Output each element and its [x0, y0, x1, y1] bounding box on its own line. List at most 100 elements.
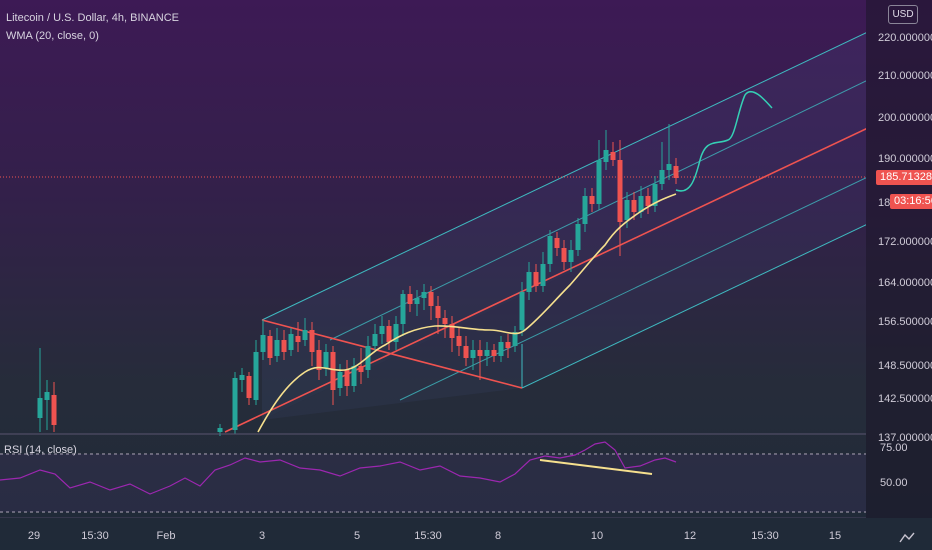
channel-upper-line[interactable] — [261, 30, 866, 321]
channel-lower-line[interactable] — [521, 222, 866, 389]
price-label: 148.500000 — [878, 360, 932, 372]
candle-bearish — [561, 248, 567, 262]
candle-bullish — [512, 332, 518, 346]
candle-bullish — [652, 184, 658, 206]
price-label: 200.000000 — [878, 112, 932, 124]
currency-button[interactable]: USD — [888, 5, 918, 24]
candle-bullish — [400, 294, 406, 324]
candle-bullish — [470, 350, 476, 358]
price-label: 137.000000 — [878, 432, 932, 444]
price-label: 164.000000 — [878, 277, 932, 289]
rsi-line — [0, 441, 677, 495]
candle-bullish — [232, 378, 238, 430]
candle-bullish — [666, 164, 672, 170]
candle-bullish — [44, 392, 50, 400]
price-label: 190.000000 — [878, 153, 932, 165]
candle-bearish — [386, 326, 392, 342]
candle-bullish — [323, 352, 329, 368]
time-label: Feb — [157, 530, 176, 542]
rsi-band-fill — [0, 454, 866, 512]
settings-icon[interactable] — [897, 530, 917, 546]
candle-bullish — [603, 150, 609, 162]
price-partial-label: 18 — [878, 197, 890, 209]
channel-lower-inner-line[interactable] — [399, 175, 866, 401]
rsi-level-75: 75.00 — [880, 442, 908, 454]
candle-bullish — [372, 334, 378, 346]
time-label: 15:30 — [81, 530, 109, 542]
candle-bullish — [260, 335, 266, 352]
candle-bearish — [435, 306, 441, 318]
candle-bearish — [428, 292, 434, 306]
time-label: 3 — [259, 530, 265, 542]
candle-bearish — [442, 318, 448, 324]
time-label: 15 — [829, 530, 841, 542]
candle-bearish — [645, 196, 651, 206]
candle-bullish — [239, 375, 245, 380]
candle-bullish — [302, 330, 308, 340]
symbol-legend[interactable]: Litecoin / U.S. Dollar, 4h, BINANCE — [6, 12, 180, 24]
price-chart[interactable] — [0, 0, 866, 518]
candle-bullish — [547, 236, 553, 264]
candle-bullish — [365, 346, 371, 370]
time-axis[interactable]: 29 15:30 Feb 3 5 15:30 8 10 12 15:30 15 — [0, 518, 932, 550]
projection-curve[interactable] — [675, 90, 773, 192]
candle-bearish — [407, 294, 413, 304]
time-label: 12 — [684, 530, 696, 542]
price-label: 156.500000 — [878, 316, 932, 328]
candle-bearish — [554, 238, 560, 248]
candle-bearish — [246, 376, 252, 398]
candle-bearish — [456, 336, 462, 346]
candle-bullish — [351, 366, 357, 386]
candles — [37, 124, 679, 436]
candle-bearish — [51, 395, 57, 425]
candle-bearish — [477, 350, 483, 356]
candle-bearish — [463, 346, 469, 358]
candle-bullish — [498, 342, 504, 356]
candle-bearish — [281, 340, 287, 352]
rsi-legend[interactable]: RSI (14, close) — [4, 444, 77, 456]
candle-bearish — [267, 336, 273, 358]
price-scale-labels: 220.000000 210.000000 200.000000 190.000000… — [878, 32, 932, 489]
candle-bearish — [589, 196, 595, 204]
countdown-tag: 03:16:56 — [890, 194, 932, 209]
candle-bullish — [253, 352, 259, 400]
price-label: 172.000000 — [878, 236, 932, 248]
time-label: 5 — [354, 530, 360, 542]
candle-bearish — [295, 336, 301, 342]
candle-bearish — [505, 342, 511, 348]
candle-bearish — [316, 350, 322, 370]
candle-bullish — [37, 398, 43, 418]
price-label: 210.000000 — [878, 70, 932, 82]
candle-bullish — [568, 250, 574, 262]
candle-bullish — [624, 200, 630, 220]
candle-bullish — [519, 292, 525, 330]
candle-bearish — [330, 352, 336, 390]
indicator-legend[interactable]: WMA (20, close, 0) — [6, 30, 99, 42]
rsi-level-50: 50.00 — [880, 477, 908, 489]
candle-bullish — [393, 324, 399, 342]
candle-bullish — [575, 224, 581, 250]
time-label: 15:30 — [414, 530, 442, 542]
price-label: 220.000000 — [878, 32, 932, 44]
candle-bullish — [638, 196, 644, 212]
candle-bullish — [582, 196, 588, 224]
price-label: 142.500000 — [878, 393, 932, 405]
candle-bullish — [421, 292, 427, 298]
rsi-trendline[interactable] — [539, 459, 653, 475]
candle-bearish — [449, 324, 455, 338]
candle-bearish — [491, 350, 497, 356]
candle-bullish — [414, 298, 420, 304]
candle-bullish — [540, 264, 546, 286]
candle-bearish — [344, 370, 350, 386]
candle-bearish — [358, 366, 364, 372]
price-scale[interactable]: 220.000000 210.000000 200.000000 190.000000… — [866, 0, 932, 518]
channel-upper-inner-line[interactable] — [329, 78, 866, 341]
candle-bearish — [617, 160, 623, 222]
time-label: 29 — [28, 530, 40, 542]
candle-bullish — [274, 340, 280, 356]
candle-bullish — [596, 160, 602, 204]
candle-bearish — [309, 330, 315, 352]
candle-bullish — [484, 350, 490, 356]
